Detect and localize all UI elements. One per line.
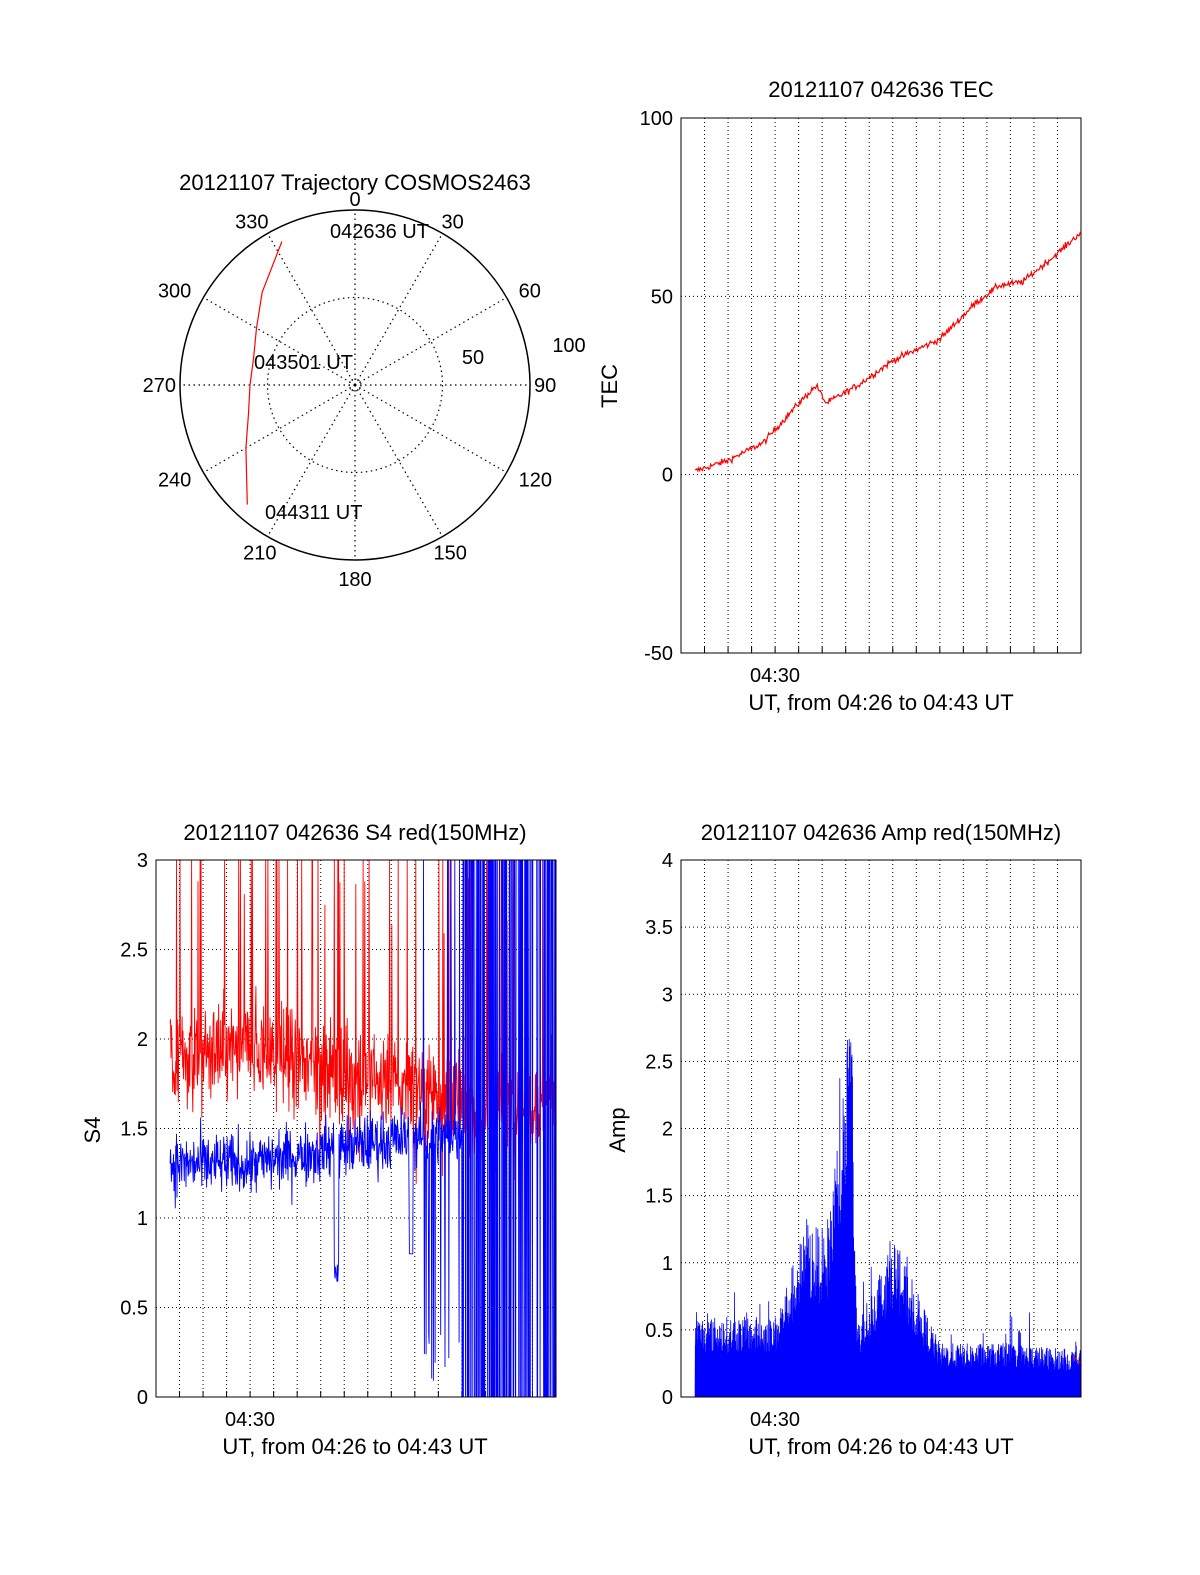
polar-panel: 20121107 Trajectory COSMOS2463 0 30 60 90 12… xyxy=(143,170,586,591)
tec-x-tick-label: 04:30 xyxy=(750,665,800,687)
polar-spoke-330 xyxy=(266,233,356,386)
polar-azimuth-label-240: 240 xyxy=(158,470,191,492)
tec-y-axis-label: TEC xyxy=(597,364,622,408)
polar-azimuth-label-210: 210 xyxy=(243,543,276,565)
amp-ytick-label-8: 4 xyxy=(662,850,673,872)
s4-ytick-label-2: 1 xyxy=(137,1208,148,1230)
polar-azimuth-label-120: 120 xyxy=(519,470,552,492)
tec-ytick-label-2: 50 xyxy=(651,286,673,308)
polar-outer-ring xyxy=(179,209,531,561)
polar-spoke-120 xyxy=(354,384,507,474)
polar-azimuth-label-180: 180 xyxy=(338,569,371,591)
tec-grid xyxy=(681,117,1081,654)
polar-ring-50 xyxy=(266,296,444,474)
amp-blue-line xyxy=(694,1038,1082,1398)
tec-y-tick-labels: -50 0 50 100 xyxy=(640,108,673,665)
s4-ytick-label-4: 2 xyxy=(137,1029,148,1051)
s4-y-axis-label: S4 xyxy=(80,1117,105,1144)
polar-annotation-end: 044311 UT xyxy=(265,502,362,524)
polar-azimuth-labels: 0 30 60 90 120 150 180 210 240 270 300 330 xyxy=(143,189,557,591)
amp-x-tick-label: 04:30 xyxy=(750,1409,800,1431)
polar-azimuth-label-270: 270 xyxy=(143,375,176,397)
s4-ytick-label-1: 0.5 xyxy=(120,1298,148,1320)
amp-blue-series xyxy=(694,1038,1082,1398)
tec-plot-frame xyxy=(680,117,1082,654)
amp-title: 20121107 042636 Amp red(150MHz) xyxy=(701,820,1061,845)
polar-azimuth-label-90: 90 xyxy=(534,375,556,397)
tec-title: 20121107 042636 TEC xyxy=(768,77,994,102)
polar-spoke-210 xyxy=(266,384,356,537)
amp-ytick-label-0: 0 xyxy=(662,1387,673,1409)
polar-azimuth-label-150: 150 xyxy=(434,543,467,565)
polar-spoke-300 xyxy=(203,296,356,386)
amp-ytick-label-5: 2.5 xyxy=(645,1051,673,1073)
amp-x-axis-label: UT, from 04:26 to 04:43 UT xyxy=(748,1434,1013,1459)
tec-ytick-label-1: 0 xyxy=(662,465,673,487)
amp-ytick-label-3: 1.5 xyxy=(645,1186,673,1208)
s4-y-tick-labels: 0 0.5 1 1.5 2 2.5 3 xyxy=(120,850,148,1409)
amp-y-axis-label: Amp xyxy=(605,1107,630,1152)
tec-series-line xyxy=(694,230,1082,473)
polar-azimuth-label-330: 330 xyxy=(235,211,268,233)
amp-ytick-label-4: 2 xyxy=(662,1119,673,1141)
s4-title: 20121107 042636 S4 red(150MHz) xyxy=(183,820,526,845)
polar-ring-label-100: 100 xyxy=(552,335,585,357)
polar-annotation-start: 042636 UT xyxy=(330,221,429,243)
amp-panel: 20121107 042636 Amp red(150MHz) 0 0.5 1 1.5… xyxy=(605,820,1082,1459)
s4-x-tick-label: 04:30 xyxy=(225,1409,275,1431)
s4-plot-frame xyxy=(155,859,557,1398)
polar-azimuth-label-60: 60 xyxy=(519,281,541,303)
amp-red-tail xyxy=(1072,1356,1082,1364)
s4-ytick-label-5: 2.5 xyxy=(120,940,148,962)
polar-title: 20121107 Trajectory COSMOS2463 xyxy=(179,170,531,195)
amp-ytick-label-1: 0.5 xyxy=(645,1320,673,1342)
amp-ytick-label-2: 1 xyxy=(662,1253,673,1275)
amp-grid xyxy=(681,859,1081,1398)
polar-ring-label-50: 50 xyxy=(462,347,484,369)
polar-grid xyxy=(180,210,530,560)
amp-y-tick-labels: 0 0.5 1 1.5 2 2.5 3 3.5 4 xyxy=(645,850,673,1409)
polar-trajectory-line xyxy=(245,241,283,505)
s4-ytick-label-3: 1.5 xyxy=(120,1119,148,1141)
s4-panel: 20121107 042636 S4 red(150MHz) 0 0.5 1 1.5 2… xyxy=(80,820,557,1459)
s4-ytick-label-6: 3 xyxy=(137,850,148,872)
amp-ytick-label-6: 3 xyxy=(662,984,673,1006)
polar-spoke-150 xyxy=(354,384,444,537)
tec-ytick-label-3: 100 xyxy=(640,108,673,130)
polar-azimuth-label-300: 300 xyxy=(158,281,191,303)
polar-annotation-mid: 043501 UT xyxy=(254,352,353,374)
polar-spoke-240 xyxy=(203,384,356,474)
polar-spoke-60 xyxy=(354,296,507,386)
amp-ytick-label-7: 3.5 xyxy=(645,917,673,939)
polar-azimuth-label-0: 0 xyxy=(349,189,360,211)
s4-x-axis-label: UT, from 04:26 to 04:43 UT xyxy=(222,1434,487,1459)
amp-plot-frame xyxy=(680,859,1082,1398)
tec-ytick-label-0: -50 xyxy=(644,643,673,665)
tec-x-axis-label: UT, from 04:26 to 04:43 UT xyxy=(748,690,1013,715)
polar-spoke-30 xyxy=(354,233,444,386)
s4-ytick-label-0: 0 xyxy=(137,1387,148,1409)
polar-azimuth-label-30: 30 xyxy=(442,211,464,233)
